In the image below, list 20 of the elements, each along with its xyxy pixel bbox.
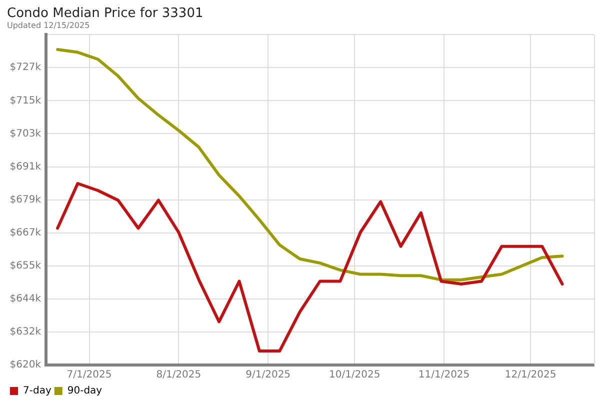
legend-label: 90-day [67,386,102,397]
y-tick-label: $691k [10,161,42,172]
x-tick-label: 9/1/2025 [246,370,291,381]
y-tick-label: $727k [10,62,42,74]
legend-label: 7-day [23,386,52,397]
y-tick-label: $679k [10,194,42,206]
x-tick-label: 7/1/2025 [66,370,112,381]
x-tick-label: 11/1/2025 [418,370,470,381]
x-tick-label: 8/1/2025 [156,370,202,381]
x-tick-label: 12/1/2025 [504,370,556,381]
y-tick-label: $644k [10,294,42,305]
y-tick-label: $667k [10,227,42,238]
y-tick-label: $715k [10,95,42,106]
y-tick-label: $655k [10,260,42,272]
chart-subtitle: Updated 12/15/2025 [7,20,90,30]
y-tick-label: $703k [10,128,42,140]
y-tick-label: $620k [10,360,42,371]
x-tick-label: 10/1/2025 [328,370,380,381]
chart-title: Condo Median Price for 33301 [7,6,204,21]
y-tick-label: $632k [10,326,42,338]
